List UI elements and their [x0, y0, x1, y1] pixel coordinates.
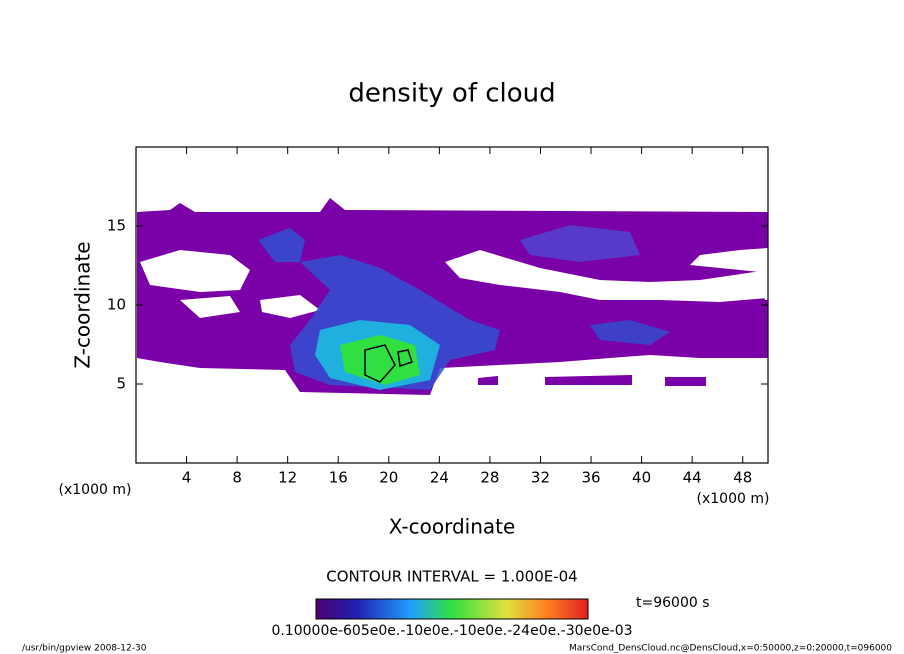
x-tick-label: 36 [581, 469, 600, 487]
x-tick-label: 4 [182, 469, 192, 487]
x-tick-label: 28 [480, 469, 499, 487]
footer-right: MarsCond_DensCloud.nc@DensCloud,x=0:5000… [569, 644, 892, 654]
x-tick-label: 12 [278, 469, 297, 487]
y-unit: (x1000 m) [697, 491, 770, 507]
x-tick-label: 40 [632, 469, 651, 487]
x-tick-label: 16 [329, 469, 348, 487]
footer-left: /usr/bin/gpview 2008-12-30 [22, 644, 147, 654]
y-tick-label: 5 [116, 375, 126, 393]
x-unit: (x1000 m) [59, 482, 132, 498]
x-tick-label: 44 [683, 469, 702, 487]
x-tick-label: 48 [733, 469, 752, 487]
x-tick-label: 20 [379, 469, 398, 487]
contour-interval: CONTOUR INTERVAL = 1.000E-04 [326, 568, 577, 586]
x-axis-label: X-coordinate [389, 515, 516, 539]
colorbar [315, 598, 589, 620]
y-tick-label: 10 [107, 296, 126, 314]
colorbar-labels: 0.10000e-605e0e.-10e0e.-10e0e.-24e0e.-30… [271, 623, 632, 639]
x-tick-label: 32 [531, 469, 550, 487]
contour-field [137, 198, 768, 395]
chart-title: density of cloud [348, 79, 555, 109]
y-axis-label: Z-coordinate [71, 241, 95, 368]
y-tick-label: 15 [107, 217, 126, 235]
x-tick-label: 24 [430, 469, 449, 487]
x-tick-label: 8 [232, 469, 242, 487]
time-label: t=96000 s [636, 595, 710, 611]
